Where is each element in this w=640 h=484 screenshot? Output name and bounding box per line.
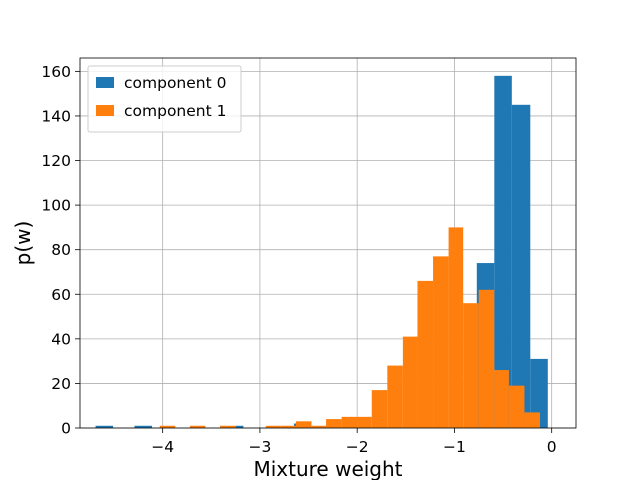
bar-component-1 — [524, 412, 541, 428]
gridlines — [80, 58, 576, 429]
y-tick-label: 100 — [41, 197, 71, 215]
bar-component-0 — [530, 358, 548, 428]
bar-component-1 — [159, 425, 176, 428]
bar-component-1 — [295, 421, 312, 428]
x-tick-label: 0 — [547, 438, 557, 456]
bar-component-0 — [511, 104, 531, 429]
y-axis-label: p(w) — [11, 221, 35, 266]
bar-component-1 — [463, 303, 479, 428]
axis-ticks: −4 −3 −2 −1 0 0 20 40 60 80 100 120 140 160 — [41, 63, 556, 456]
legend-label: component 1 — [124, 102, 226, 120]
y-tick-label: 0 — [61, 420, 71, 438]
bar-component-1 — [417, 280, 434, 428]
bar-component-0 — [95, 425, 114, 428]
x-axis-label: Mixture weight — [253, 457, 402, 480]
legend-label: component 0 — [124, 74, 226, 92]
legend-swatch — [96, 105, 114, 116]
x-tick-label: −4 — [151, 438, 174, 456]
bar-component-1 — [371, 390, 388, 428]
bar-component-1 — [189, 425, 206, 428]
legend-swatch — [96, 77, 114, 88]
bar-component-1 — [357, 416, 372, 428]
bar-component-1 — [311, 425, 327, 428]
axes-frame — [79, 57, 577, 429]
bar-component-1 — [433, 256, 449, 428]
bar-component-1 — [326, 419, 342, 428]
bar-component-1 — [265, 425, 281, 428]
y-tick-label: 160 — [41, 63, 71, 81]
bar-component-0 — [134, 425, 152, 428]
y-tick-label: 120 — [41, 152, 71, 170]
y-tick-label: 60 — [51, 286, 71, 304]
bar-component-1 — [478, 289, 495, 428]
y-tick-label: 80 — [51, 241, 71, 259]
bar-component-0 — [235, 425, 244, 428]
bar-component-0 — [494, 75, 512, 428]
legend: component 0 component 1 — [87, 65, 242, 133]
y-tick-label: 40 — [51, 330, 71, 348]
bar-component-1 — [508, 385, 525, 428]
x-tick-label: −3 — [248, 438, 271, 456]
histogram-bars — [95, 75, 548, 429]
bar-component-1 — [448, 227, 464, 428]
y-tick-label: 20 — [51, 375, 71, 393]
legend-box — [87, 65, 242, 133]
bar-component-1 — [494, 370, 509, 428]
bar-component-1 — [402, 336, 418, 428]
x-tick-label: −1 — [443, 438, 466, 456]
bar-component-1 — [220, 425, 236, 428]
y-tick-label: 140 — [41, 107, 71, 125]
x-tick-label: −2 — [346, 438, 369, 456]
bar-component-1 — [387, 365, 403, 428]
bar-component-1 — [341, 416, 358, 428]
bar-component-1 — [280, 425, 296, 428]
